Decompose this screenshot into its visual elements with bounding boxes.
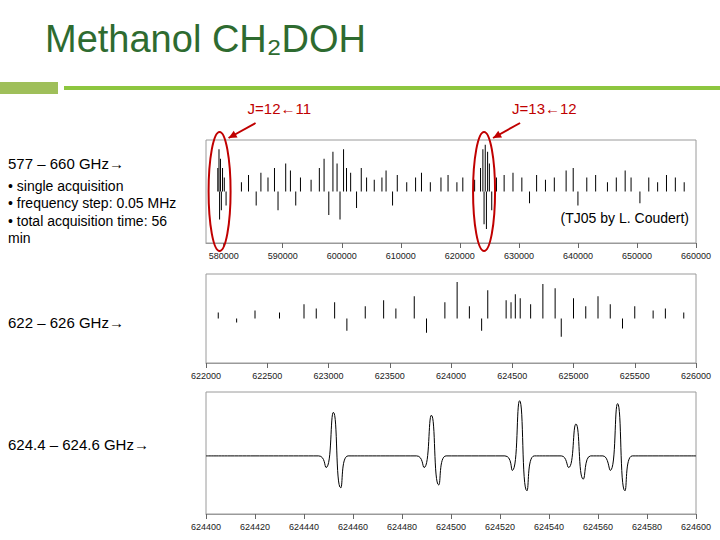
svg-text:630000: 630000 xyxy=(504,251,534,261)
svg-text:624540: 624540 xyxy=(534,522,564,532)
svg-text:650000: 650000 xyxy=(622,251,652,261)
html-text:577 – 660 GHz→: 577 – 660 GHz→ xyxy=(8,155,124,172)
svg-text:J=12←11: J=12←11 xyxy=(248,100,312,117)
svg-text:623500: 623500 xyxy=(375,371,405,381)
svg-text:624480: 624480 xyxy=(387,522,417,532)
svg-text:622000: 622000 xyxy=(191,371,221,381)
svg-text:625000: 625000 xyxy=(558,371,588,381)
svg-text:660000: 660000 xyxy=(681,251,711,261)
svg-text:610000: 610000 xyxy=(386,251,416,261)
html-text:622 – 626 GHz→: 622 – 626 GHz→ xyxy=(8,314,124,331)
svg-text:624560: 624560 xyxy=(583,522,613,532)
svg-text:622500: 622500 xyxy=(252,371,282,381)
svg-text:624600: 624600 xyxy=(681,522,711,532)
svg-text:624400: 624400 xyxy=(191,522,221,532)
svg-text:J=13←12: J=13←12 xyxy=(512,100,577,117)
svg-text:624500: 624500 xyxy=(436,522,466,532)
svg-text:624420: 624420 xyxy=(240,522,270,532)
svg-text:626000: 626000 xyxy=(681,371,711,381)
svg-text:620000: 620000 xyxy=(445,251,475,261)
svg-text:624580: 624580 xyxy=(632,522,662,532)
html-text:Methanol CH₂DOH: Methanol CH₂DOH xyxy=(45,18,366,60)
html-text:• total acquisition time: 56 m: • total acquisition time: 56 min xyxy=(8,212,167,247)
svg-text:624460: 624460 xyxy=(338,522,368,532)
svg-text:640000: 640000 xyxy=(563,251,593,261)
svg-text:600000: 600000 xyxy=(327,251,357,261)
svg-text:623000: 623000 xyxy=(313,371,343,381)
svg-text:624000: 624000 xyxy=(436,371,466,381)
svg-text:624520: 624520 xyxy=(485,522,515,532)
svg-text:(TJ05 by L. Coudert): (TJ05 by L. Coudert) xyxy=(561,210,689,226)
svg-text:624500: 624500 xyxy=(497,371,527,381)
svg-text:580000: 580000 xyxy=(209,251,239,261)
svg-text:590000: 590000 xyxy=(268,251,298,261)
html-text:• frequency step: 0.05 MHz: • frequency step: 0.05 MHz xyxy=(8,195,177,212)
html-text:• single acquisition: • single acquisition xyxy=(8,177,124,194)
html-text:624.4 – 624.6 GHz→: 624.4 – 624.6 GHz→ xyxy=(8,436,149,453)
svg-text:624440: 624440 xyxy=(289,522,319,532)
svg-text:625500: 625500 xyxy=(620,371,650,381)
